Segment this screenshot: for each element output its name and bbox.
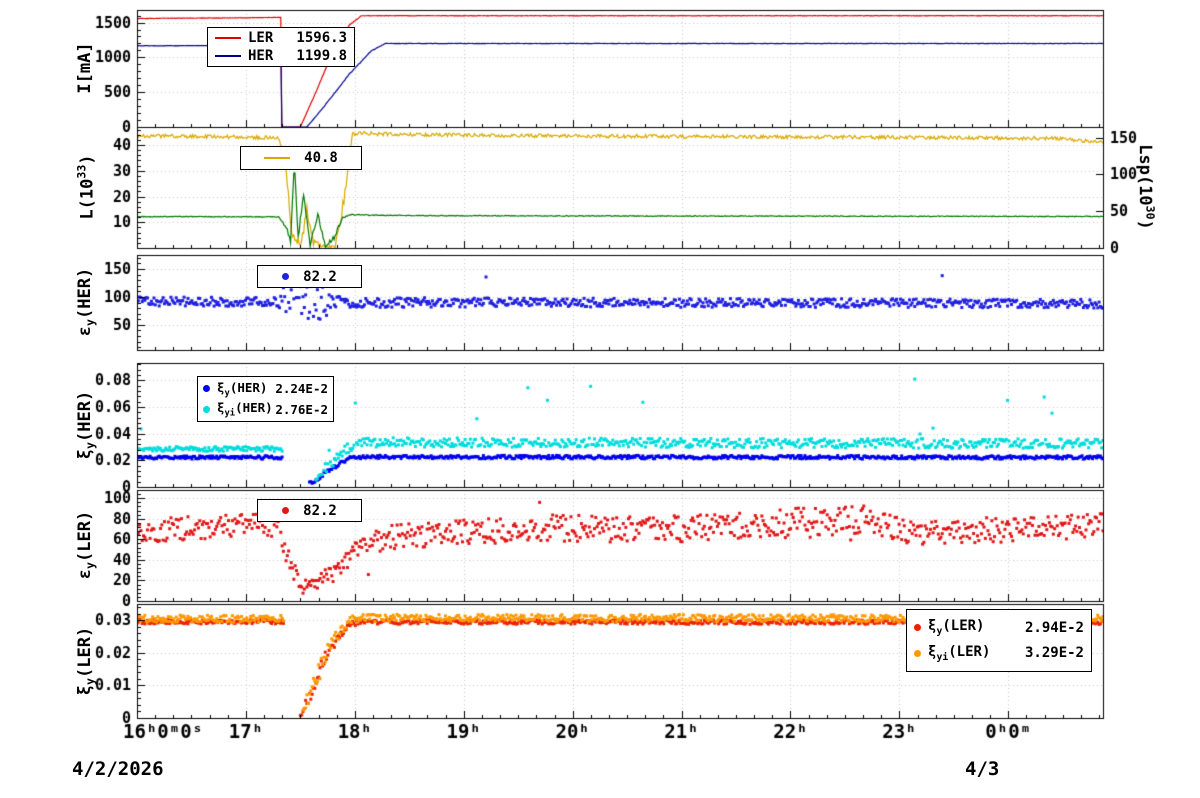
ey-her-marker-swatch [282, 273, 290, 280]
legend-entry: 82.2 [265, 503, 354, 519]
y-axis-title-lsp-right: Lsp(1030) [1134, 144, 1158, 230]
legend-label: LER [248, 30, 274, 47]
legend-label: ξy(LER) [928, 618, 985, 637]
ler-line-swatch [215, 37, 241, 40]
xi-her-legend: ξy(HER) 2.24E-2 ξyi(HER) 2.76E-2 [197, 376, 334, 422]
legend-value: 1199.8 [296, 47, 347, 64]
y-axis-title-ey-her: εy(HER) [74, 267, 98, 337]
y-axis-title-xi-ler: ξy(LER) [74, 626, 98, 696]
lsp-line-swatch [264, 157, 291, 159]
her-line-swatch [215, 54, 241, 57]
legend-label: ξyi(LER) [928, 644, 991, 663]
end-date-label: 4/3 [965, 758, 1000, 780]
xi-her-i-marker-swatch [203, 405, 210, 413]
legend-value: 82.2 [303, 502, 337, 519]
y-axis-title-xi-her: ξy(HER) [74, 390, 98, 460]
legend-value: 3.29E-2 [1024, 645, 1084, 662]
xi-her-marker-swatch [203, 385, 210, 393]
legend-label: ξyi(HER) [217, 399, 273, 419]
xi-ler-i-marker-swatch [914, 649, 921, 657]
xi-ler-marker-swatch [914, 624, 921, 632]
ey-ler-marker-swatch [282, 507, 290, 514]
legend-entry: ξyi(LER) 3.29E-2 [914, 644, 1084, 663]
legend-label: ξy(HER) [217, 379, 268, 399]
legend-value: 40.8 [304, 150, 338, 166]
legend-value: 2.24E-2 [275, 381, 328, 397]
legend-value: 2.94E-2 [1024, 619, 1084, 636]
ey-her-legend: 82.2 [257, 265, 362, 288]
legend-value: 2.76E-2 [275, 401, 328, 417]
legend-entry: ξy(LER) 2.94E-2 [914, 618, 1084, 637]
xi-ler-legend: ξy(LER) 2.94E-2 ξyi(LER) 3.29E-2 [906, 609, 1092, 672]
legend-entry: ξy(HER) 2.24E-2 [203, 379, 328, 399]
current-legend: LER 1596.3 HER 1199.8 [207, 27, 355, 67]
legend-entry: LER 1596.3 [215, 30, 347, 46]
y-axis-title-ey-ler: εy(LER) [74, 510, 98, 580]
legend-entry: HER 1199.8 [215, 48, 347, 64]
legend-label: HER [248, 47, 274, 64]
y-axis-title-luminosity: L(1033) [74, 154, 98, 220]
start-date-label: 4/2/2026 [72, 758, 164, 780]
luminosity-legend: 40.8 [240, 146, 362, 170]
legend-entry: 82.2 [265, 269, 354, 285]
legend-entry: ξyi(HER) 2.76E-2 [203, 399, 328, 419]
ey-ler-legend: 82.2 [257, 499, 362, 522]
legend-value: 82.2 [303, 268, 337, 285]
y-axis-title-current: I[mA] [74, 42, 95, 94]
legend-entry: 40.8 [248, 150, 354, 166]
legend-value: 1596.3 [296, 30, 347, 47]
